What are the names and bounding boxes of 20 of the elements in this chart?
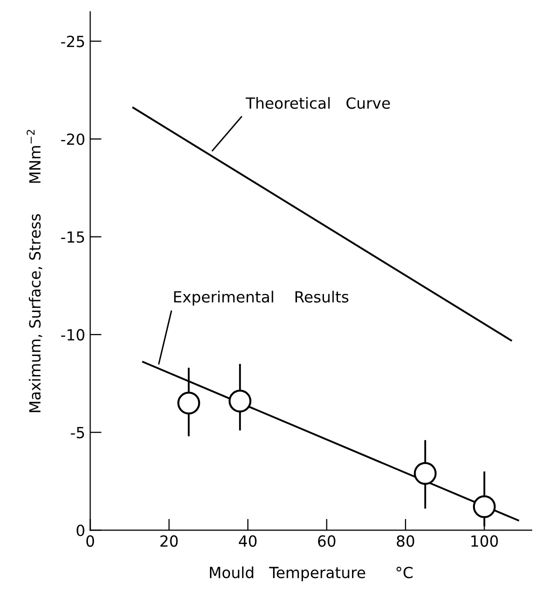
point [414,462,437,485]
annotation: Theoretical Curve [246,97,390,109]
y-tick-label: 0 [76,524,84,536]
point [228,390,252,412]
y-tick-label: -15 [61,231,84,243]
x-tick-label: 20 [160,535,178,547]
y-tick-label: -10 [61,329,84,341]
y-tick-label: -20 [61,133,84,146]
x-tick-label: 100 [471,535,498,547]
x-tick-label: 0 [86,535,94,547]
x-tick-label: 80 [396,535,414,547]
x-axis-title: Mould Temperature °C [210,566,413,582]
point [472,495,496,518]
point [177,392,200,414]
y-tick-label: -5 [70,427,84,438]
x-tick-label: 60 [318,535,336,547]
y-tick-label: -25 [61,36,84,48]
y-axis-title: Maximum, Surface, Stress MNm$^{−2}$ [26,130,42,412]
annotation: Experimental Results [174,290,348,306]
x-tick-label: 40 [238,535,257,547]
